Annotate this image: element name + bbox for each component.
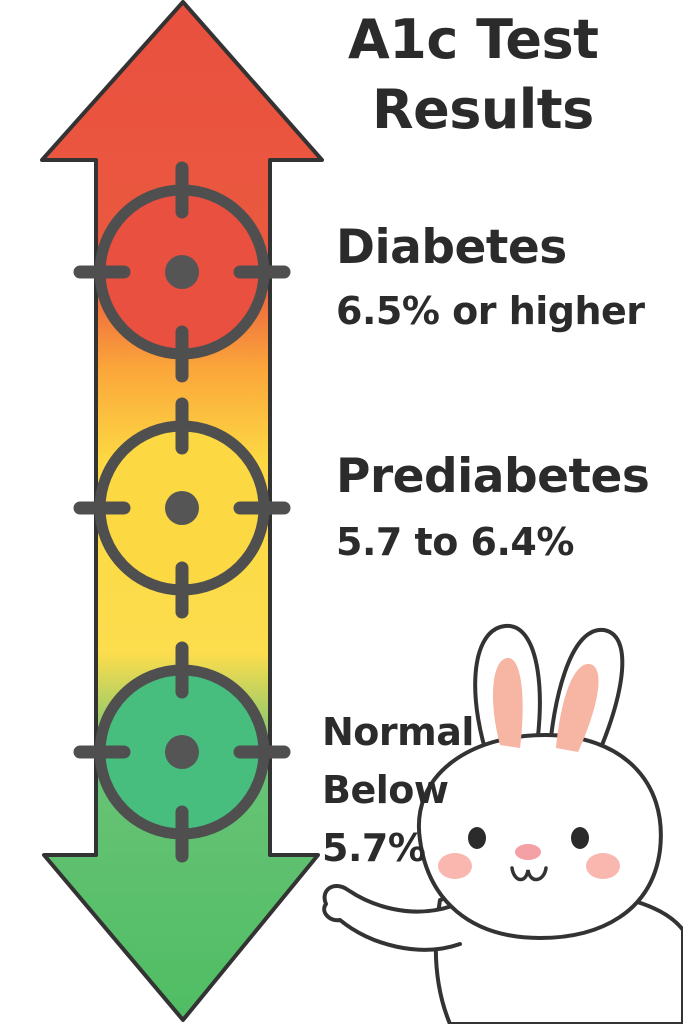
bunny-right-cheek [586,853,620,879]
diabetes-label: Diabetes [336,220,567,275]
page-title-line-2: Results [372,78,594,141]
bunny-right-inner-ear [556,663,599,752]
bunny-right-eye [571,827,589,849]
prediabetes-target-icon [73,397,291,619]
bunny-mouth [510,866,548,882]
bunny-left-cheek [438,853,472,879]
bunny-left-inner-ear [492,657,523,748]
normal-range-value: 5.7% [322,826,426,870]
page-title: A1c Test [348,8,599,71]
normal-target-icon [73,641,291,863]
diabetes-range: 6.5% or higher [336,289,645,333]
bunny-head [416,733,663,940]
prediabetes-label: Prediabetes [336,449,650,504]
bunny-nose [515,844,541,860]
normal-label: Normal [322,710,474,754]
bunny-waving-arm [322,884,462,952]
diabetes-target-icon [73,161,291,383]
bunny-left-eye [468,827,486,849]
prediabetes-range: 5.7 to 6.4% [336,520,574,564]
normal-range-prefix: Below [322,768,449,812]
